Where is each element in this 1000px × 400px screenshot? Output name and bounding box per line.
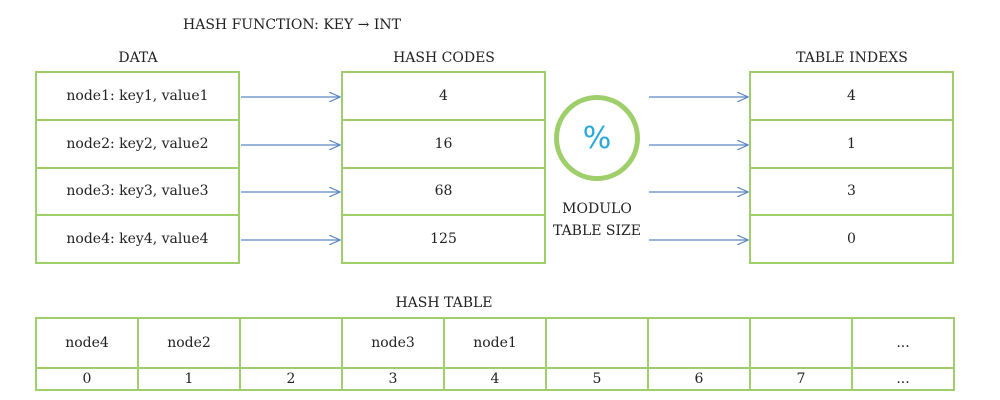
- hash-index-0: 0: [37, 369, 139, 389]
- hash-slot-2: [241, 319, 343, 367]
- table-index-2: 1: [751, 121, 952, 169]
- hash-codes-column: 4 16 68 125: [341, 71, 546, 264]
- data-column-header: DATA: [118, 50, 158, 66]
- hash-code-2: 16: [343, 121, 544, 169]
- hash-slot-0: node4: [37, 319, 139, 367]
- hash-slot-6: [649, 319, 751, 367]
- diagram-title: HASH FUNCTION: KEY → INT: [183, 17, 401, 33]
- hash-table: node4 node2 node3 node1 ... 0 1 2 3 4 5 …: [35, 317, 955, 391]
- hash-code-3: 68: [343, 169, 544, 217]
- data-node-2: node2: key2, value2: [37, 121, 238, 169]
- data-node-4: node4: key4, value4: [66, 231, 209, 248]
- hash-slot-7: [751, 319, 853, 367]
- hash-slot-3: node3: [343, 319, 445, 367]
- hash-index-7: 7: [751, 369, 853, 389]
- hash-codes-column-header: HASH CODES: [393, 50, 495, 66]
- modulo-label: MODULO TABLE SIZE: [553, 198, 641, 242]
- data-column: node1: key1, value1 node2: key2, value2 …: [35, 71, 240, 264]
- modulo-circle: %: [554, 95, 640, 181]
- data-node-3: node3: key3, value3: [37, 169, 238, 217]
- hash-table-index-row: 0 1 2 3 4 5 6 7 ...: [37, 369, 953, 389]
- hash-index-1: 1: [139, 369, 241, 389]
- hash-table-slots-row: node4 node2 node3 node1 ...: [37, 319, 953, 369]
- percent-icon: %: [582, 120, 612, 156]
- hash-index-2: 2: [241, 369, 343, 389]
- table-indexes-column-header: TABLE INDEXS: [796, 50, 908, 66]
- modulo-label-line2: TABLE SIZE: [552, 223, 642, 239]
- hash-slot-1: node2: [139, 319, 241, 367]
- table-index-3: 3: [751, 169, 952, 217]
- hash-code-4: 125: [430, 231, 457, 248]
- hash-index-4: 4: [445, 369, 547, 389]
- hash-index-more: ...: [896, 371, 910, 387]
- hash-table-header: HASH TABLE: [395, 295, 493, 311]
- data-node-1: node1: key1, value1: [37, 73, 238, 121]
- table-index-4: 0: [847, 231, 856, 248]
- modulo-label-line1: MODULO: [562, 201, 632, 217]
- hash-slot-5: [547, 319, 649, 367]
- hash-code-1: 4: [343, 73, 544, 121]
- hash-slot-more: ...: [896, 335, 910, 351]
- table-indexes-column: 4 1 3 0: [749, 71, 954, 264]
- hash-index-3: 3: [343, 369, 445, 389]
- table-index-1: 4: [751, 73, 952, 121]
- hash-slot-4: node1: [445, 319, 547, 367]
- hash-index-5: 5: [547, 369, 649, 389]
- hash-index-6: 6: [649, 369, 751, 389]
